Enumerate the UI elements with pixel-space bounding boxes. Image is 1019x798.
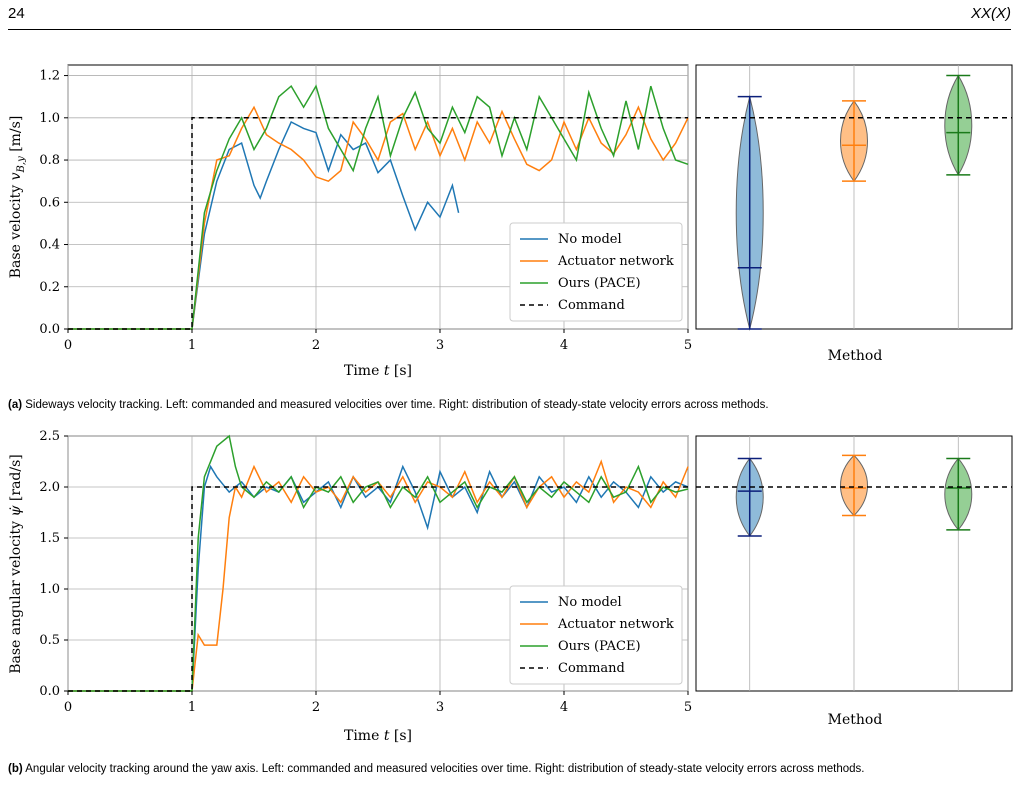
violin-xlabel-a: Method bbox=[828, 348, 883, 364]
y-tick-label: 0.6 bbox=[39, 195, 60, 210]
y-tick-label: 0.8 bbox=[39, 153, 60, 168]
caption-a: (a) Sideways velocity tracking. Left: co… bbox=[8, 399, 769, 411]
legend-label: Ours (PACE) bbox=[558, 639, 641, 654]
figure-a: 0 1 2 3 4 5 0.0 0.2 0.4 0.6 0.8 1.0 1.2 Time t [s] B… bbox=[8, 64, 1013, 379]
legend-label: Ours (PACE) bbox=[558, 276, 641, 291]
x-tick-label: 0 bbox=[64, 700, 72, 715]
x-tick-label: 3 bbox=[436, 338, 444, 353]
legend-label: No model bbox=[558, 595, 622, 610]
x-tick-label: 1 bbox=[188, 338, 196, 353]
y-tick-label: 1.5 bbox=[39, 531, 60, 546]
x-tick-label: 2 bbox=[312, 338, 320, 353]
figure-b: 0 1 2 3 4 5 0.0 0.5 1.0 1.5 2.0 2.5 Time t [s] Base… bbox=[8, 429, 1013, 744]
legend-box bbox=[509, 222, 683, 322]
violin-xlabel-b: Method bbox=[828, 712, 883, 728]
legend-box bbox=[509, 585, 683, 685]
x-tick-label: 4 bbox=[560, 338, 568, 353]
x-tick-label: 1 bbox=[188, 700, 196, 715]
y-tick-label: 1.0 bbox=[39, 111, 60, 126]
series-line-1 bbox=[68, 459, 689, 692]
caption-b: (b) Angular velocity tracking around the… bbox=[8, 763, 865, 775]
page-header: 24 XX(X) bbox=[8, 5, 1011, 30]
ylabel-b: Base angular velocity ψ̇ [rad/s] bbox=[8, 454, 24, 674]
y-tick-label: 2.5 bbox=[39, 429, 60, 444]
legend-label: Actuator network bbox=[557, 254, 674, 269]
series-line-2 bbox=[68, 434, 689, 692]
series-line-0 bbox=[68, 120, 460, 330]
legend-label: Command bbox=[558, 661, 625, 676]
right-plot-b: Method bbox=[695, 435, 1013, 728]
legend-b: No model Actuator network Ours (PACE) Comma… bbox=[509, 585, 683, 685]
right-plot-a: Method bbox=[695, 64, 1013, 364]
legend-a: No model Actuator network Ours (PACE) Comma… bbox=[509, 222, 683, 322]
page-number: 24 bbox=[8, 5, 25, 22]
y-tick-label: 0.2 bbox=[39, 280, 60, 295]
y-tick-label: 2.0 bbox=[39, 480, 60, 495]
series-line-2 bbox=[68, 84, 689, 330]
xlabel-b: Time t [s] bbox=[344, 728, 412, 744]
legend-label: Actuator network bbox=[557, 617, 674, 632]
series-line-3 bbox=[68, 486, 688, 692]
x-tick-label: 5 bbox=[684, 700, 692, 715]
series-line-1 bbox=[68, 105, 689, 330]
y-tick-label: 0.5 bbox=[39, 633, 60, 648]
y-tick-label: 0.4 bbox=[39, 238, 60, 253]
y-tick-label: 1.0 bbox=[39, 582, 60, 597]
series-line-3 bbox=[68, 117, 688, 330]
legend-label: No model bbox=[558, 232, 622, 247]
y-tick-label: 0.0 bbox=[39, 684, 60, 699]
legend-label: Command bbox=[558, 298, 625, 313]
series-line-0 bbox=[68, 464, 689, 692]
x-tick-label: 5 bbox=[684, 338, 692, 353]
y-tick-label: 0.0 bbox=[39, 322, 60, 337]
x-tick-label: 2 bbox=[312, 700, 320, 715]
journal-label: XX(X) bbox=[970, 5, 1011, 22]
left-plot-b: 0 1 2 3 4 5 0.0 0.5 1.0 1.5 2.0 2.5 Time t [s] Base… bbox=[8, 429, 692, 744]
x-tick-label: 4 bbox=[560, 700, 568, 715]
left-plot-a: 0 1 2 3 4 5 0.0 0.2 0.4 0.6 0.8 1.0 1.2 Time t [s] B… bbox=[8, 64, 692, 379]
x-tick-label: 3 bbox=[436, 700, 444, 715]
ylabel-a: Base velocity vB,y [m/s] bbox=[8, 116, 27, 279]
y-tick-label: 1.2 bbox=[39, 69, 60, 84]
x-tick-label: 0 bbox=[64, 338, 72, 353]
xlabel-a: Time t [s] bbox=[344, 363, 412, 379]
